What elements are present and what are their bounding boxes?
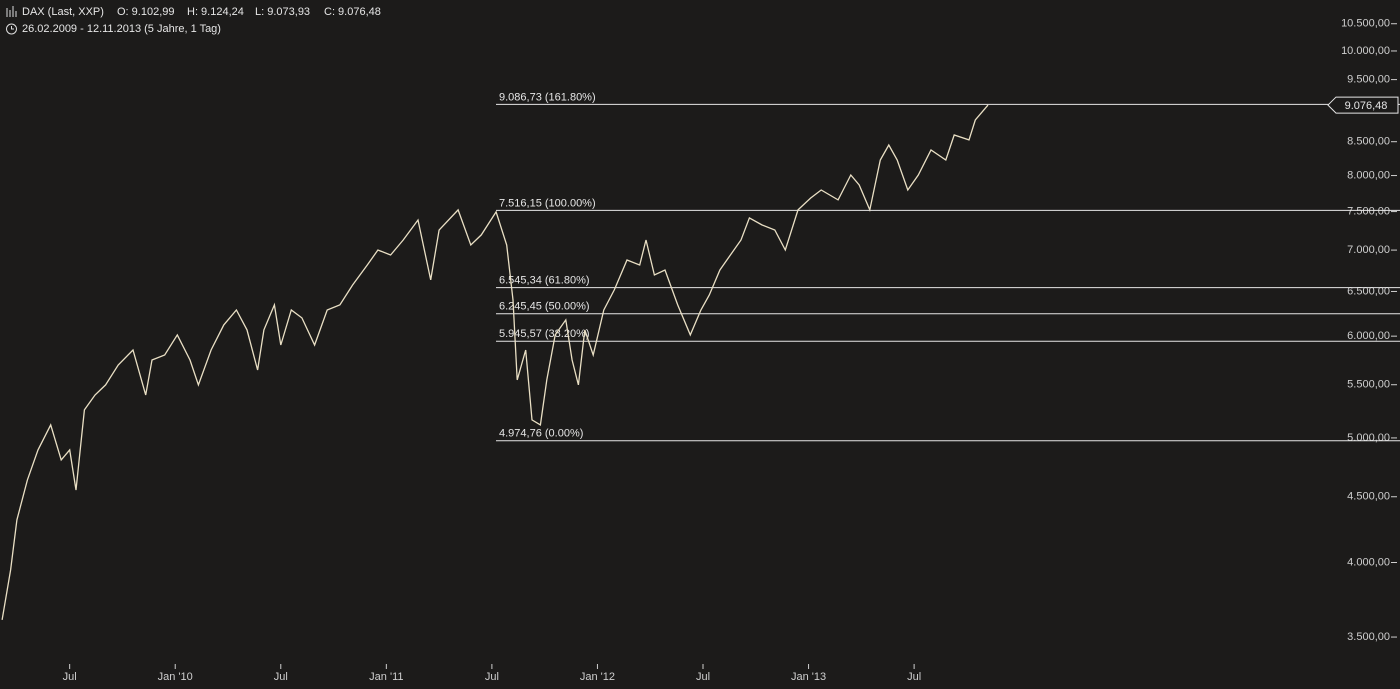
- clock-icon: [6, 23, 17, 35]
- x-tick-label: Jan '12: [580, 671, 615, 683]
- level-label: 7.516,15 (100.00%): [499, 197, 596, 209]
- level-label: 6.245,45 (50.00%): [499, 301, 590, 313]
- bars-icon: [6, 6, 17, 17]
- y-tick-label: 10.000,00: [1341, 45, 1390, 57]
- y-tick-label: 7.500,00: [1347, 205, 1390, 217]
- y-tick-label: 8.000,00: [1347, 169, 1390, 181]
- x-tick-label: Jan '10: [158, 671, 193, 683]
- clock-hands: [11, 26, 14, 30]
- x-tick-label: Jul: [907, 671, 921, 683]
- chart-subtitle: 26.02.2009 - 12.11.2013 (5 Jahre, 1 Tag): [22, 23, 221, 35]
- y-tick-label: 8.500,00: [1347, 136, 1390, 148]
- y-tick-label: 9.500,00: [1347, 74, 1390, 86]
- level-label: 4.974,76 (0.00%): [499, 428, 583, 440]
- level-label: 9.086,73 (161.80%): [499, 91, 596, 103]
- x-tick-label: Jul: [274, 671, 288, 683]
- quote-open: O: 9.102,99: [117, 6, 175, 18]
- y-tick-label: 3.500,00: [1347, 631, 1390, 643]
- y-tick-label: 10.500,00: [1341, 18, 1390, 30]
- y-tick-label: 5.500,00: [1347, 379, 1390, 391]
- price-tag-label: 9.076,48: [1345, 100, 1388, 112]
- x-tick-label: Jan '13: [791, 671, 826, 683]
- quote-close: C: 9.076,48: [324, 6, 381, 18]
- y-tick-label: 6.000,00: [1347, 330, 1390, 342]
- level-label: 6.545,34 (61.80%): [499, 274, 590, 286]
- quote-low: L: 9.073,93: [255, 6, 310, 18]
- y-tick-label: 6.500,00: [1347, 285, 1390, 297]
- x-tick-label: Jul: [696, 671, 710, 683]
- x-tick-label: Jul: [485, 671, 499, 683]
- y-tick-label: 7.000,00: [1347, 244, 1390, 256]
- y-tick-label: 4.500,00: [1347, 491, 1390, 503]
- quote-high: H: 9.124,24: [187, 6, 244, 18]
- y-tick-label: 5.000,00: [1347, 432, 1390, 444]
- x-tick-label: Jul: [63, 671, 77, 683]
- price-line: [1, 104, 989, 621]
- x-tick-label: Jan '11: [369, 671, 403, 683]
- y-tick-label: 4.000,00: [1347, 556, 1390, 568]
- level-label: 5.945,57 (38.20%): [499, 328, 590, 340]
- price-tag: [1327, 96, 1399, 114]
- chart-title: DAX (Last, XXP): [22, 6, 104, 18]
